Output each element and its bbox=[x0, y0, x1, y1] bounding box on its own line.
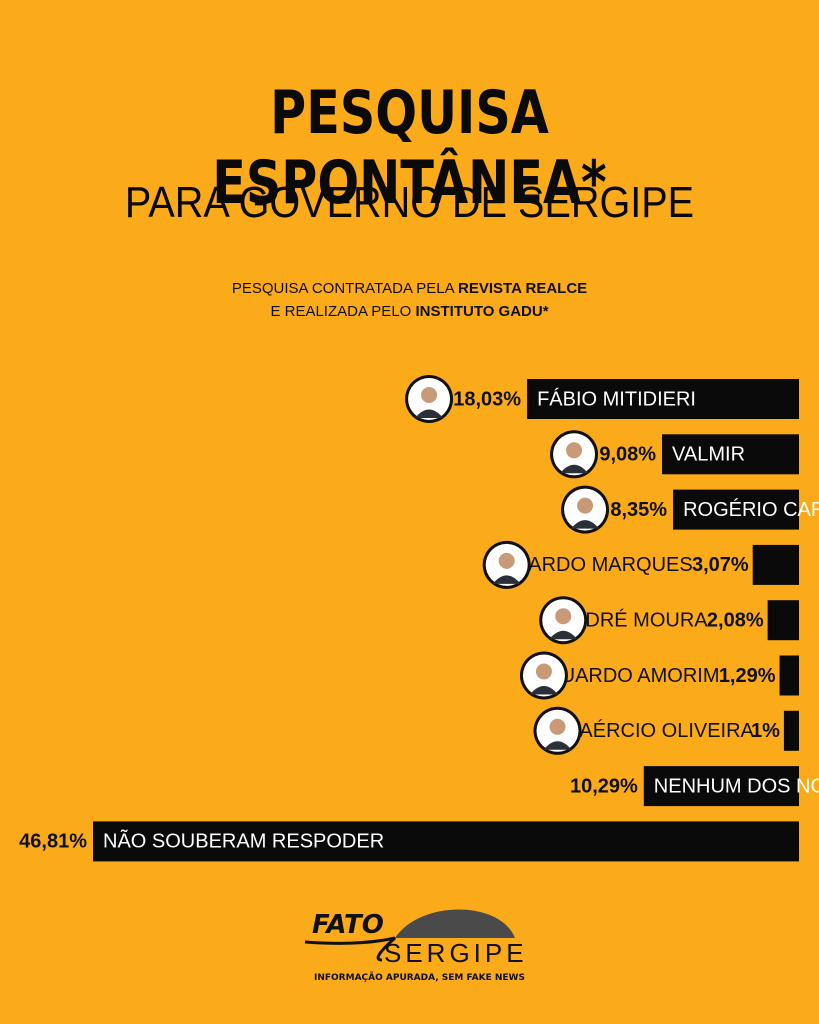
candidate-photo bbox=[519, 651, 568, 700]
value-label: 10,29% bbox=[570, 775, 638, 797]
bar bbox=[783, 710, 799, 751]
category-label: EDUARDO AMORIM bbox=[533, 665, 720, 687]
fato-sergipe-logo: FATO SERGIPE INFORMAÇÃO APURADA, SEM FAK… bbox=[304, 909, 528, 983]
candidate-photo bbox=[561, 485, 610, 534]
logo-swoosh bbox=[304, 936, 396, 962]
value-label: 18,03% bbox=[453, 388, 521, 410]
value-label: 3,07% bbox=[692, 554, 749, 576]
credit-line-2: E REALIZADA PELO INSTITUTO GADU* bbox=[0, 303, 819, 320]
value-label: 1,29% bbox=[719, 665, 776, 687]
category-label: RICARDO MARQUES bbox=[494, 554, 693, 576]
category-label: NENHUM DOS NOMES bbox=[654, 775, 819, 797]
value-label: 1% bbox=[751, 720, 780, 742]
bar bbox=[527, 379, 799, 419]
bar bbox=[662, 434, 799, 475]
category-label: ROGÉRIO CARVALHO bbox=[683, 498, 819, 521]
category-label: NÃO SOUBERAM RESPODER bbox=[103, 829, 384, 853]
value-label: 2,08% bbox=[707, 609, 764, 631]
page-subtitle: PARA GOVERNO DE SERGIPE bbox=[124, 178, 695, 227]
bar bbox=[779, 655, 799, 696]
logo-word-sergipe: SERGIPE bbox=[384, 938, 528, 968]
value-label: 8,35% bbox=[610, 499, 667, 521]
category-label: FÁBIO MITIDIERI bbox=[537, 387, 696, 410]
credit-line-2-bold: INSTITUTO GADU* bbox=[415, 303, 549, 320]
logo-word-fato: FATO bbox=[312, 910, 384, 940]
credit-line-1-bold: REVISTA REALCE bbox=[458, 280, 588, 297]
candidate-photo bbox=[550, 430, 599, 479]
candidate-photo bbox=[482, 540, 531, 589]
candidate-photo bbox=[539, 596, 588, 645]
logo-arc-shape bbox=[395, 909, 515, 938]
page-title: PESQUISA ESPONTÂNEA* bbox=[212, 78, 607, 218]
category-label: LAÉRCIO OLIVEIRA bbox=[568, 719, 754, 742]
category-label: VALMIR bbox=[672, 444, 745, 466]
candidate-photo bbox=[405, 375, 454, 423]
category-label: ANDRÉ MOURA bbox=[558, 608, 709, 631]
candidate-photo bbox=[533, 706, 582, 755]
credit-line-1: PESQUISA CONTRATADA PELA REVISTA REALCE bbox=[0, 280, 819, 297]
bar bbox=[643, 766, 799, 807]
bar bbox=[767, 600, 799, 641]
value-label: 46,81% bbox=[19, 831, 87, 853]
credit-line-2-text: E REALIZADA PELO bbox=[270, 303, 416, 320]
bar bbox=[752, 544, 799, 585]
bar bbox=[93, 821, 799, 862]
logo-tagline: INFORMAÇÃO APURADA, SEM FAKE NEWS bbox=[314, 972, 525, 983]
credit-line-1-text: PESQUISA CONTRATADA PELA bbox=[231, 280, 458, 297]
value-label: 9,08% bbox=[599, 444, 656, 466]
bar bbox=[673, 489, 799, 530]
